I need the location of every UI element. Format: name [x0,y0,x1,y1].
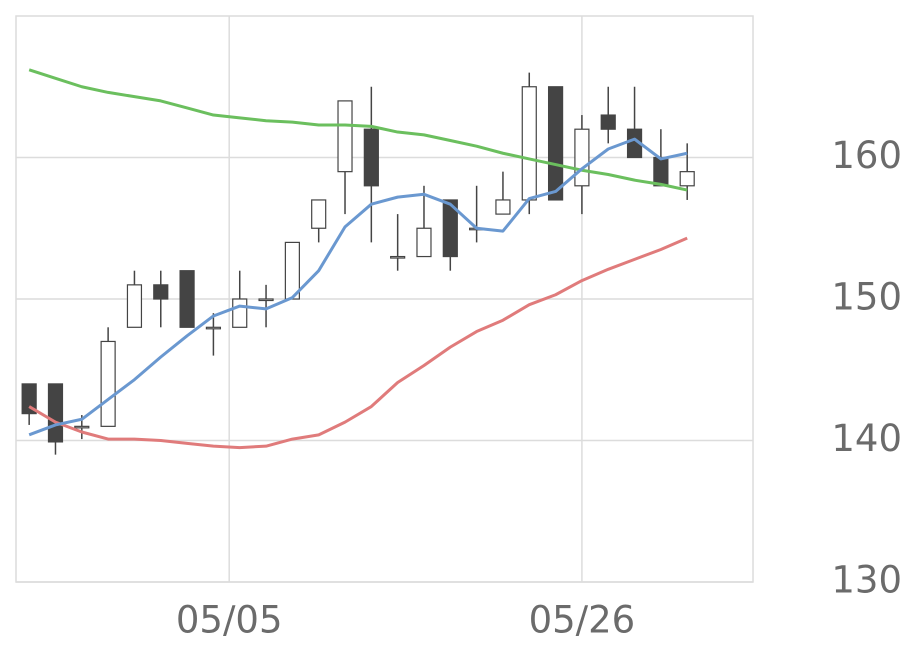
moving-average-line [28,68,688,192]
moving-average-line [28,137,688,437]
candle-body [547,86,564,201]
candle-body [179,270,195,328]
candle-body [205,326,222,330]
candle-body [600,114,616,130]
candle-body [521,86,537,201]
x-tick-label: 05/26 [529,599,636,642]
moving-average-line [28,236,688,450]
candle-body [337,100,353,173]
candle-body [442,199,458,258]
y-tick-label: 140 [831,417,902,460]
candle-body [495,199,511,215]
candle-body [416,227,432,258]
candle-body [363,128,379,187]
x-tick-label: 05/05 [176,599,283,642]
candle-body [232,298,248,328]
candle-body [100,340,116,427]
candle-body [653,156,669,187]
y-tick-label: 160 [831,134,902,177]
y-tick-label: 130 [831,559,902,602]
candle-body [311,199,327,229]
candle-body [74,425,90,429]
y-tick-label: 150 [831,276,902,319]
candle-body [47,383,64,443]
candle-body [574,128,590,187]
candle-body [21,383,37,415]
candle-body [258,298,274,302]
candle-body [126,284,143,328]
candle-body [390,255,406,259]
candle-body [153,284,169,300]
candle-body [679,171,695,187]
